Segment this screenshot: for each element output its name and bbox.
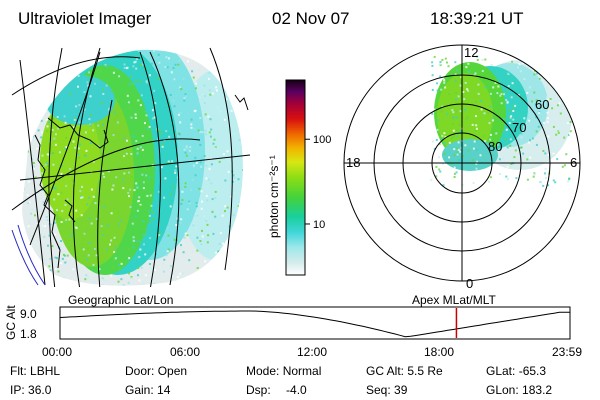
altitude-curve: [59, 310, 570, 338]
polar-plot: 12 18 6 0 60 70 80: [343, 44, 581, 291]
alt-axis-label: GC Alt: [4, 305, 18, 340]
status-door: Door: Open: [125, 364, 188, 378]
observation-date: 02 Nov 07: [272, 9, 350, 28]
x-tick-1200: 12:00: [297, 345, 327, 359]
mlt-label-0: 0: [466, 276, 473, 291]
status-glon: GLon: 183.2: [486, 383, 553, 397]
x-tick-0000: 00:00: [42, 345, 72, 359]
alt-tick-low: 1.8: [20, 327, 37, 341]
geographic-map: [11, 47, 251, 287]
altitude-frame: [59, 306, 571, 340]
geo-gridlines: [11, 47, 251, 287]
colorbar-ticks: 100 10: [305, 134, 331, 231]
status-ip: IP: 36.0: [10, 383, 52, 397]
colorbar: 100 10 photon cm⁻²s⁻¹: [267, 79, 331, 276]
mlat-label-80: 80: [488, 139, 502, 154]
status-gain: Gain: 14: [125, 383, 171, 397]
status-mode: Mode: Normal: [246, 364, 322, 378]
colorbar-label: photon cm⁻²s⁻¹: [267, 155, 281, 238]
polar-caption: Apex MLat/MLT: [412, 293, 496, 307]
mlat-label-60: 60: [535, 97, 549, 112]
geo-map-caption: Geographic Lat/Lon: [68, 293, 173, 307]
x-tick-1800: 18:00: [424, 345, 454, 359]
status-glat: GLat: -65.3: [486, 364, 547, 378]
colorbar-tick-label-100: 100: [313, 134, 331, 146]
alt-tick-high: 9.0: [20, 307, 37, 321]
colorbar-gradient: [285, 79, 306, 276]
status-seq: Seq: 39: [366, 383, 408, 397]
status-gc-alt: GC Alt: 5.5 Re: [366, 364, 443, 378]
altitude-plot: 9.0 1.8 GC Alt 00:00 06:00 12:00 18:00 2…: [4, 305, 582, 359]
mlt-label-18: 18: [346, 155, 360, 170]
terminator-lines: [11, 224, 46, 286]
mlt-label-12: 12: [464, 45, 478, 60]
observation-time: 18:39:21 UT: [430, 9, 524, 28]
colorbar-tick-label-10: 10: [313, 219, 325, 231]
instrument-title: Ultraviolet Imager: [18, 9, 152, 28]
status-flt: Flt: LBHL: [10, 364, 61, 378]
coastline: [34, 94, 249, 269]
status-dsp: Dsp: -4.0: [246, 383, 307, 397]
polar-grid: [343, 44, 581, 282]
x-tick-0600: 06:00: [170, 345, 200, 359]
mlt-label-6: 6: [570, 155, 577, 170]
x-tick-2359: 23:59: [552, 345, 582, 359]
mlat-label-70: 70: [512, 120, 526, 135]
geo-emission-layer: [22, 49, 243, 286]
